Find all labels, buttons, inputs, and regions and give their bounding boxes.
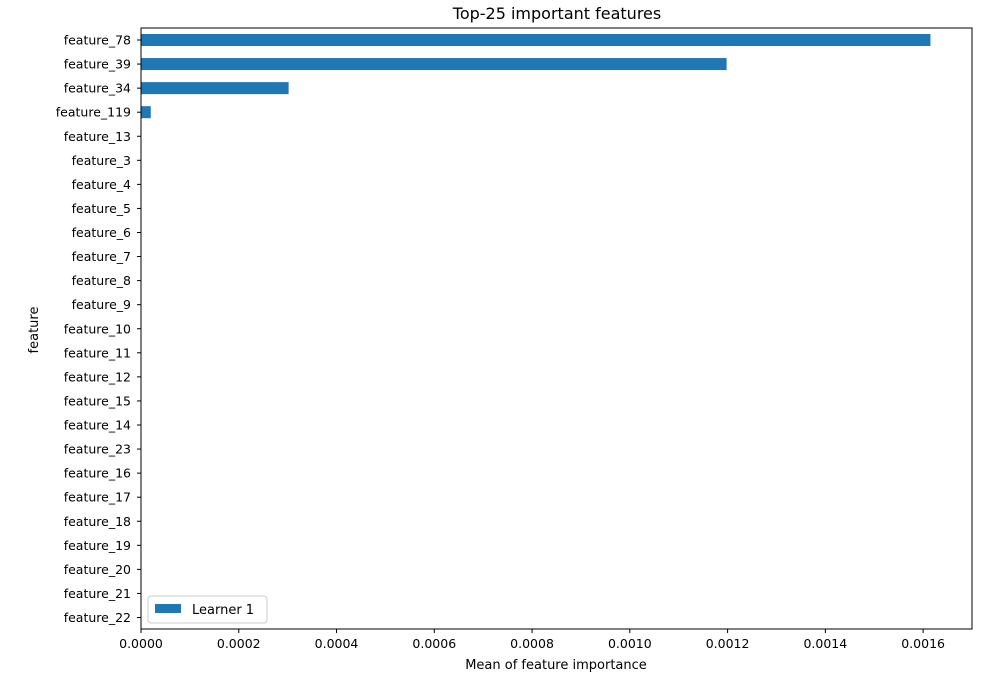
y-tick-label: feature_15 (64, 393, 131, 408)
bars-layer (141, 34, 931, 119)
legend-box (147, 595, 268, 624)
y-tick-label: feature_18 (64, 514, 131, 529)
y-tick-label: feature_78 (64, 33, 131, 48)
y-tick-label: feature_8 (72, 273, 131, 288)
y-tick-label: feature_17 (64, 490, 131, 505)
y-axis-ticks: feature_78 feature_39 feature_34 feature_11… (56, 33, 141, 625)
x-tick-label: 0.0012 (706, 636, 750, 651)
y-tick-label: feature_11 (64, 345, 131, 360)
x-tick-label: 0.0000 (119, 636, 163, 651)
legend-swatch (155, 604, 181, 613)
y-tick-label: feature_7 (72, 249, 131, 264)
legend-label-learner-1: Learner 1 (192, 603, 254, 618)
bar-feature_34 (141, 82, 289, 95)
bar-feature_78 (141, 34, 931, 46)
legend: Learner 1 (147, 595, 268, 624)
y-tick-label: feature_34 (64, 81, 131, 96)
y-tick-label: feature_14 (64, 418, 131, 433)
y-tick-label: feature_119 (56, 105, 131, 120)
y-tick-label: feature_20 (64, 562, 131, 577)
y-tick-label: feature_13 (64, 129, 131, 144)
y-tick-label: feature_4 (72, 177, 131, 192)
x-tick-label: 0.0008 (510, 636, 554, 651)
x-tick-label: 0.0004 (315, 636, 359, 651)
plot-frame (140, 27, 973, 630)
x-tick-label: 0.0002 (217, 636, 261, 651)
y-tick-label: feature_19 (64, 538, 131, 553)
bar-feature_39 (141, 58, 727, 71)
y-tick-label: feature_6 (72, 225, 131, 240)
x-axis-ticks: 0.0000 0.0002 0.0004 0.0006 0.0008 0.0010 0.00… (119, 629, 945, 651)
y-tick-label: feature_9 (72, 297, 131, 312)
y-tick-label: feature_16 (64, 466, 131, 481)
y-tick-label: feature_10 (64, 321, 131, 336)
x-axis-label: Mean of feature importance (465, 658, 647, 673)
x-tick-label: 0.0014 (803, 636, 847, 651)
y-axis-label: feature (27, 307, 42, 354)
bar-feature_119 (141, 106, 151, 119)
y-tick-label: feature_12 (64, 369, 131, 384)
x-tick-label: 0.0010 (608, 636, 652, 651)
y-tick-label: feature_23 (64, 442, 131, 457)
y-tick-label: feature_21 (64, 586, 131, 601)
y-tick-label: feature_39 (64, 57, 131, 72)
x-tick-label: 0.0016 (901, 636, 945, 651)
chart-title: Top-25 important features (452, 4, 661, 23)
x-tick-label: 0.0006 (412, 636, 456, 651)
y-tick-label: feature_3 (72, 153, 131, 168)
y-tick-label: feature_5 (72, 201, 131, 216)
y-tick-label: feature_22 (64, 610, 131, 625)
